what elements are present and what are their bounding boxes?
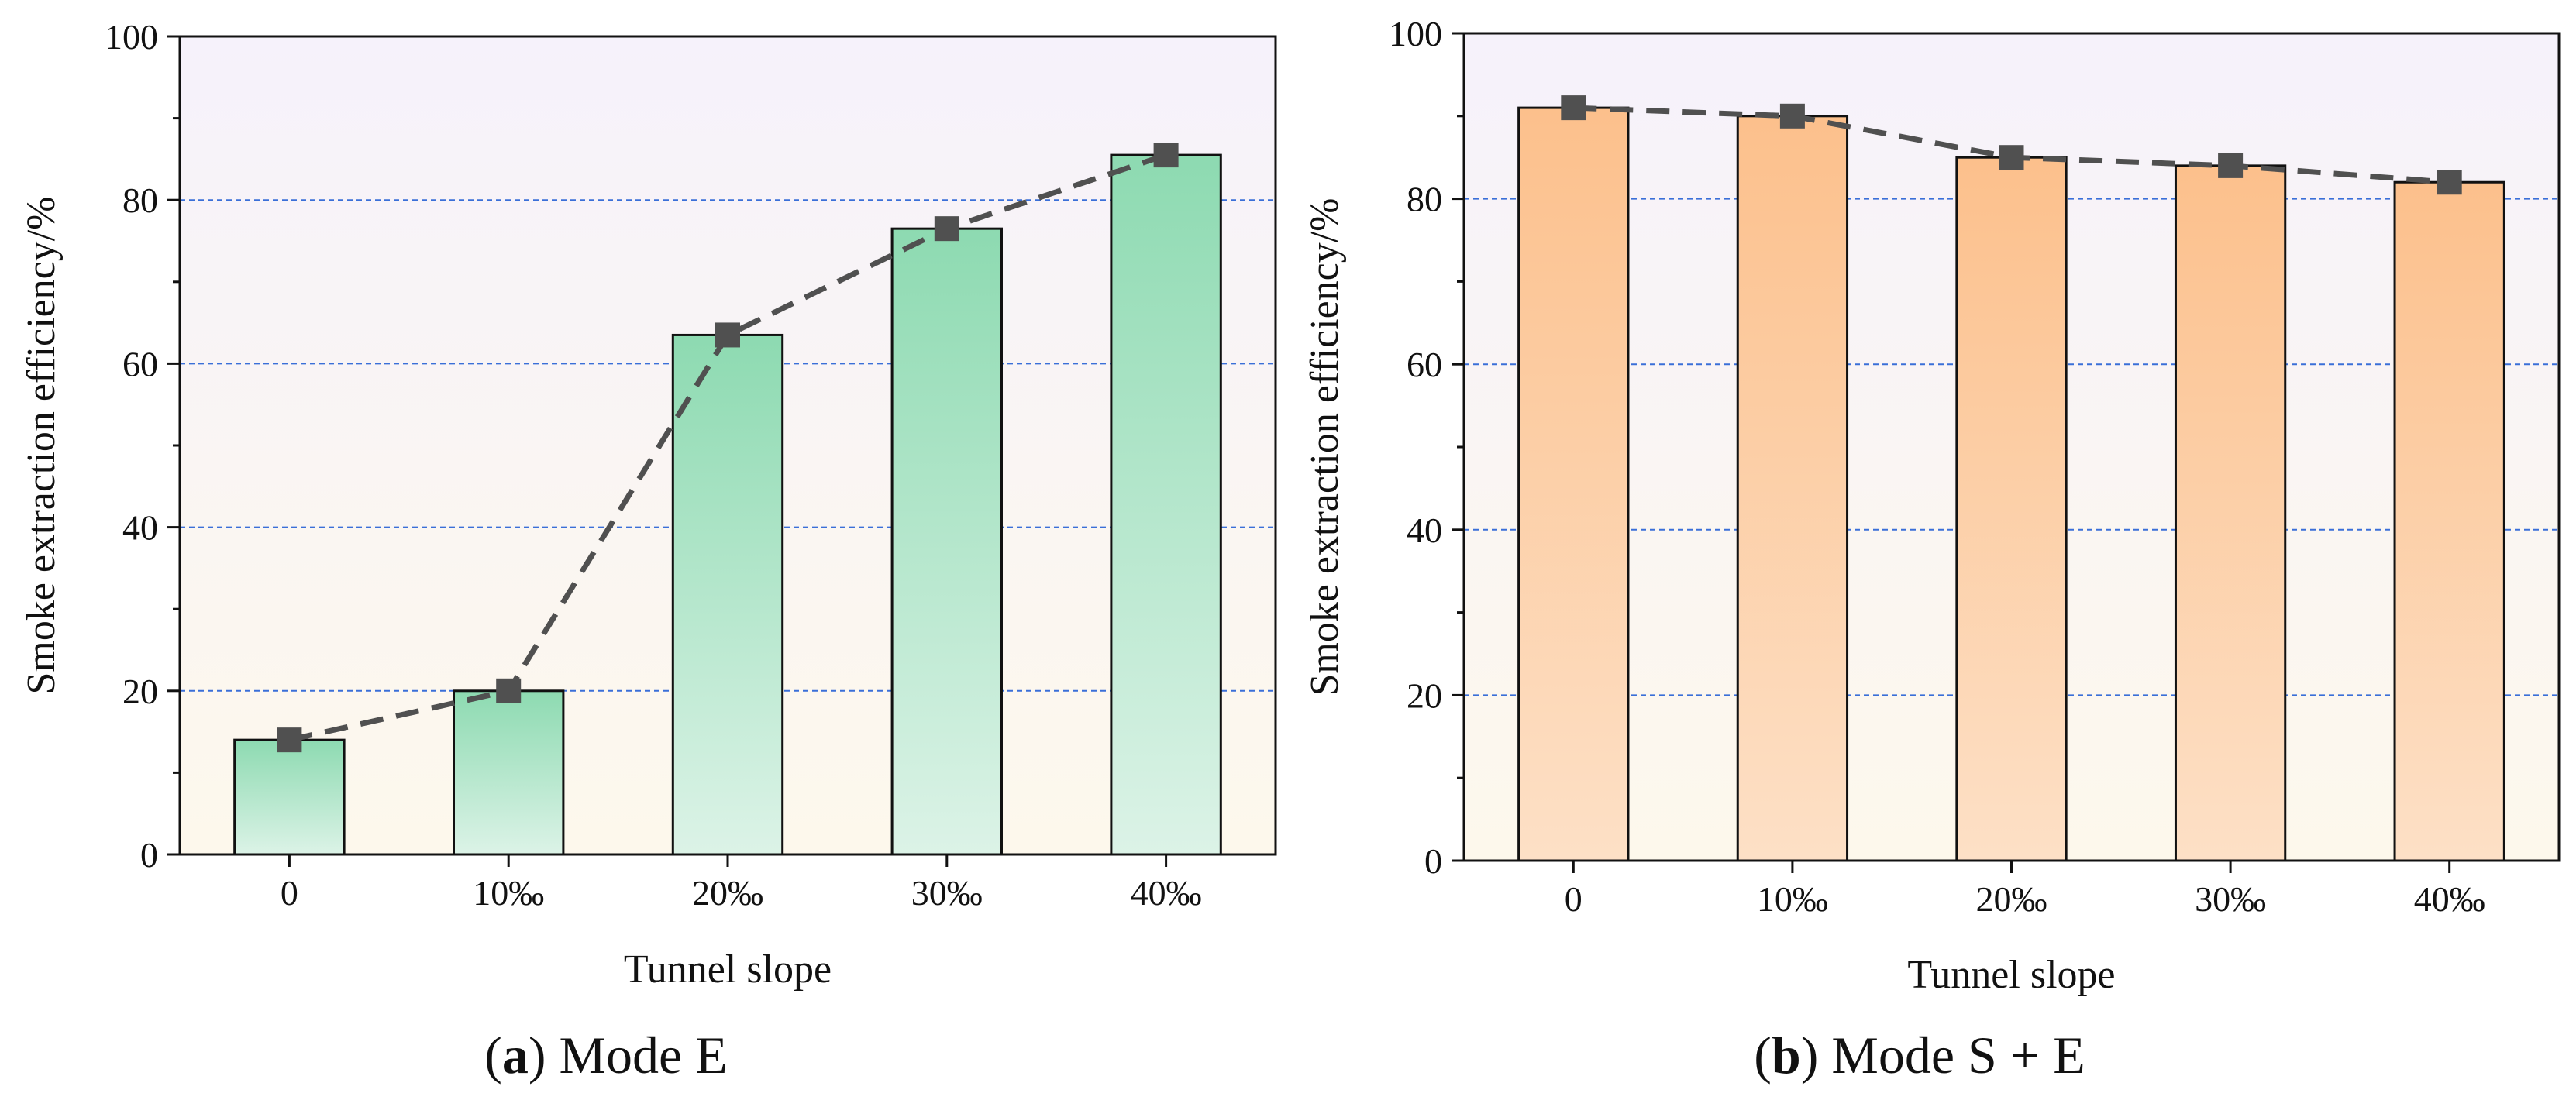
x-tick-label: 40‰ — [1131, 873, 1202, 913]
marker-2 — [1999, 145, 2024, 170]
y-tick-label: 40 — [122, 508, 158, 548]
bar-1 — [1736, 115, 1849, 862]
caption-text: ) Mode S + E — [1801, 1026, 2085, 1085]
marker-1 — [1779, 103, 1805, 129]
caption-panel-letter: a — [502, 1026, 529, 1085]
y-tick-label: 40 — [1407, 511, 1442, 550]
x-tick-label: 20‰ — [1976, 879, 2047, 919]
bar-2 — [1955, 156, 2068, 862]
marker-0 — [277, 727, 302, 753]
y-tick-label: 80 — [122, 180, 158, 220]
caption-open-paren: ( — [1754, 1026, 1772, 1085]
y-tick-label: 80 — [1407, 180, 1442, 219]
x-axis-title: Tunnel slope — [624, 947, 832, 992]
x-tick-label: 0 — [1565, 879, 1582, 919]
panel-b-mode-s-plus-e: 0 20 40 60 80 100 0 10‰ 20‰ 30‰ 40‰ Tunnel slope Smo… — [1303, 14, 2561, 1085]
marker-4 — [2437, 170, 2462, 195]
marker-3 — [934, 216, 959, 242]
bar-4 — [1110, 153, 1222, 856]
marker-3 — [2218, 153, 2244, 178]
y-tick-label: 20 — [1407, 676, 1442, 715]
caption-panel-letter: b — [1772, 1026, 1801, 1085]
bar-1 — [453, 689, 565, 856]
bar-3 — [2174, 164, 2287, 862]
bar-4 — [2393, 180, 2505, 862]
marker-0 — [1561, 95, 1586, 121]
bar-0 — [1517, 106, 1630, 862]
y-tick-label: 100 — [1389, 14, 1442, 53]
marker-4 — [1153, 143, 1179, 168]
x-axis-title: Tunnel slope — [1907, 953, 2115, 997]
x-tick-label: 10‰ — [473, 873, 544, 913]
caption-text: ) Mode E — [529, 1026, 728, 1085]
x-tick-label: 20‰ — [692, 873, 763, 913]
x-tick-label: 40‰ — [2414, 879, 2485, 919]
y-tick-label: 20 — [122, 672, 158, 711]
panel-caption: (a) Mode E — [484, 1026, 727, 1085]
marker-2 — [715, 322, 740, 348]
y-tick-label: 60 — [122, 344, 158, 383]
panel-caption: (b) Mode S + E — [1754, 1026, 2085, 1085]
x-tick-label: 10‰ — [1757, 879, 1828, 919]
x-tick-label: 0 — [281, 873, 298, 913]
y-axis-title: Smoke extraction efficiency/% — [19, 196, 64, 694]
bar-3 — [890, 227, 1003, 856]
y-tick-label: 60 — [1407, 345, 1442, 384]
marker-1 — [496, 678, 522, 703]
x-tick-label: 30‰ — [2195, 879, 2266, 919]
bar-2 — [671, 333, 784, 856]
panel-a-mode-e: 0 20 40 60 80 100 0 10‰ 20‰ 30‰ 40‰ Tunnel slope Smo… — [19, 17, 1277, 1085]
trend-line — [288, 152, 1167, 743]
y-tick-label: 100 — [105, 17, 158, 57]
y-tick-label: 0 — [140, 835, 158, 875]
bar-0 — [233, 738, 346, 856]
x-tick-label: 30‰ — [911, 873, 983, 913]
caption-open-paren: ( — [484, 1026, 502, 1085]
y-axis-title: Smoke extraction efficiency/% — [1303, 198, 1347, 696]
y-tick-label: 0 — [1424, 841, 1442, 881]
